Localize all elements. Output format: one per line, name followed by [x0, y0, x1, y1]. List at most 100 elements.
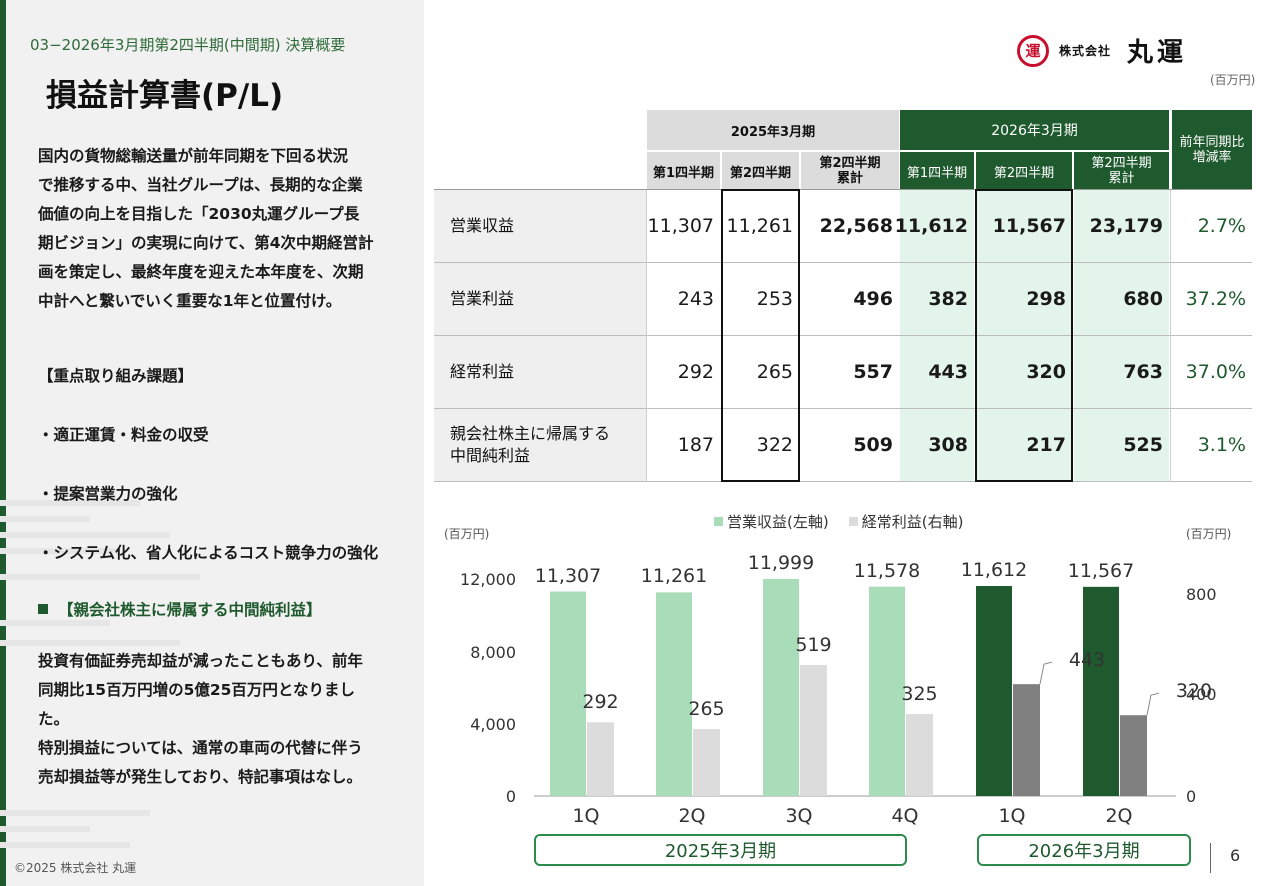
- legend-label-revenue: 営業収益(左軸): [727, 513, 829, 531]
- table-cell-prev-q2: 253: [756, 288, 793, 310]
- row-label: 親会社株主に帰属する 中間純利益: [434, 409, 646, 481]
- company-logo: 運 株式会社 丸運: [1017, 32, 1187, 69]
- table-cell-prev-q2: 265: [756, 361, 793, 383]
- intro-line: 価値の向上を目指した「2030丸運グループ長: [38, 205, 360, 223]
- decor-stripe: [0, 620, 110, 626]
- sub-header-curr-cum: 第2四半期 累計: [1074, 152, 1169, 190]
- revenue-bar: [976, 586, 1012, 796]
- right-axis-tick: 400: [1186, 685, 1217, 704]
- decor-stripe: [0, 500, 140, 506]
- sub-header-line: 第2四半期: [819, 156, 881, 171]
- decor-stripe: [0, 548, 120, 554]
- header-yoy-line: 増減率: [1192, 150, 1232, 165]
- left-axis-tick: 4,000: [470, 715, 516, 734]
- ordinary-profit-bar: [693, 729, 720, 796]
- table-cell-curr-q1: 382: [900, 263, 974, 335]
- page-title: 損益計算書(P/L): [46, 78, 284, 114]
- chart-legend: 営業収益(左軸) 経常利益(右軸): [714, 511, 963, 532]
- table-cell-curr-q2: 217: [976, 409, 1072, 481]
- table-cell-prev-q1: 11,307: [647, 215, 714, 237]
- right-axis-tick: 0: [1186, 787, 1197, 806]
- table-cell-curr-cum: 525: [1074, 409, 1169, 481]
- table-cell-curr-q1: 443: [900, 336, 974, 408]
- ordinary-profit-bar: [587, 722, 614, 796]
- header-yoy-line: 前年同期比: [1179, 135, 1245, 150]
- ordinary-profit-value-label: 519: [795, 633, 832, 656]
- table-cell-prev-cum: 22,568: [819, 215, 893, 237]
- table-cell-yoy: 3.1%: [1197, 434, 1246, 456]
- x-category-label: 3Q: [785, 805, 813, 827]
- revenue-bar: [763, 579, 799, 796]
- detail-text: 投資有価証券売却益が減ったこともあり、前年 同期比15百万円増の5億25百万円と…: [38, 647, 363, 792]
- left-axis-tick: 12,000: [460, 570, 516, 589]
- table-cell-curr-q1: 11,612: [895, 190, 974, 262]
- right-axis-tick: 800: [1186, 585, 1217, 604]
- row-label-line: 営業収益: [450, 216, 515, 235]
- row-label-line: 親会社株主に帰属する: [450, 424, 611, 443]
- table-cell-curr-q1: 308: [900, 409, 974, 481]
- intro-line: 国内の貨物総輸送量が前年同期を下回る状況: [38, 147, 349, 165]
- ordinary-profit-bar: [906, 713, 933, 796]
- ordinary-profit-value-label: 292: [582, 691, 619, 714]
- row-divider: [434, 335, 1252, 336]
- ordinary-profit-value-label: 325: [901, 682, 938, 705]
- table-cell-curr-q2: 11,567: [976, 190, 1072, 262]
- row-divider: [434, 262, 1252, 263]
- table-cell-curr-cum: 680: [1074, 263, 1169, 335]
- table-cell-prev-q2: 322: [756, 434, 793, 456]
- table-cell-curr-q2: 298: [976, 263, 1072, 335]
- sub-header-line: 累計: [1108, 171, 1135, 186]
- ordinary-profit-value-label: 443: [1068, 649, 1106, 672]
- row-label-line: 営業利益: [450, 289, 515, 308]
- detail-line: 投資有価証券売却益が減ったこともあり、前年: [38, 652, 363, 670]
- row-label: 経常利益: [434, 336, 646, 408]
- legend-swatch-revenue: [714, 517, 723, 526]
- revenue-value-label: 11,999: [747, 552, 815, 575]
- focus-item: ・提案営業力の強化: [38, 485, 178, 503]
- right-axis-unit: (百万円): [1186, 527, 1232, 541]
- header-period-prev: 2025年3月期: [647, 110, 899, 150]
- decor-stripe: [0, 574, 200, 580]
- sub-header-line: 第2四半期: [1091, 156, 1152, 171]
- intro-line: 期ビジョン」の実現に向けて、第4次中期経営計: [38, 234, 374, 252]
- footer-divider: [1210, 843, 1211, 873]
- revenue-bar: [1083, 586, 1119, 796]
- sub-header-prev-q2: 第2四半期: [722, 152, 799, 190]
- focus-item: ・システム化、省人化によるコスト競争力の強化: [38, 544, 379, 562]
- detail-line: 特別損益については、通常の車両の代替に伴う: [38, 739, 363, 757]
- highlight-heading-text: 【親会社株主に帰属する中間純利益】: [58, 601, 322, 619]
- table-cell-yoy: 2.7%: [1197, 215, 1246, 237]
- intro-line: で推移する中、当社グループは、長期的な企業: [38, 176, 363, 194]
- left-axis-tick: 0: [505, 787, 516, 806]
- legend-swatch-ordinary: [848, 517, 858, 526]
- sub-header-line: 累計: [836, 171, 863, 186]
- legend-label-ordinary: 経常利益(右軸): [861, 513, 964, 531]
- row-label-line: 中間純利益: [450, 446, 531, 465]
- ordinary-profit-value-label: 320: [1175, 680, 1213, 703]
- left-axis-tick: 8,000: [470, 643, 516, 662]
- table-cell-prev-q1: 243: [677, 288, 714, 310]
- left-panel: 03−2026年3月期第2四半期(中間期) 決算概要 損益計算書(P/L) 国内…: [0, 0, 424, 886]
- logo-company-name: 丸運: [1127, 38, 1188, 68]
- header-yoy: 前年同期比 増減率: [1172, 110, 1252, 190]
- table-top-rule: [434, 189, 1252, 190]
- table-cell-prev-q2: 11,261: [726, 215, 793, 237]
- table-cell-prev-q1: 292: [677, 361, 714, 383]
- table-cell-curr-cum: 763: [1074, 336, 1169, 408]
- table-cell-yoy: 37.2%: [1185, 288, 1246, 310]
- ordinary-profit-value-label: 265: [688, 698, 725, 721]
- row-divider: [434, 481, 1252, 482]
- row-label-line: 経常利益: [450, 362, 515, 381]
- table-unit: (百万円): [1210, 73, 1256, 87]
- decor-stripe: [0, 532, 170, 538]
- x-category-label: 4Q: [891, 805, 919, 827]
- ordinary-profit-bar: [800, 664, 827, 796]
- x-category-label: 2Q: [678, 805, 706, 827]
- focus-heading: 【重点取り組み課題】: [38, 367, 194, 385]
- left-axis-unit: (百万円): [444, 527, 490, 541]
- x-category-label: 1Q: [998, 805, 1026, 827]
- header-period-curr: 2026年3月期: [900, 110, 1169, 150]
- row-divider: [434, 408, 1252, 409]
- curr-q2-column-highlight: [975, 189, 1073, 482]
- table-cell-curr-q2: 320: [976, 336, 1072, 408]
